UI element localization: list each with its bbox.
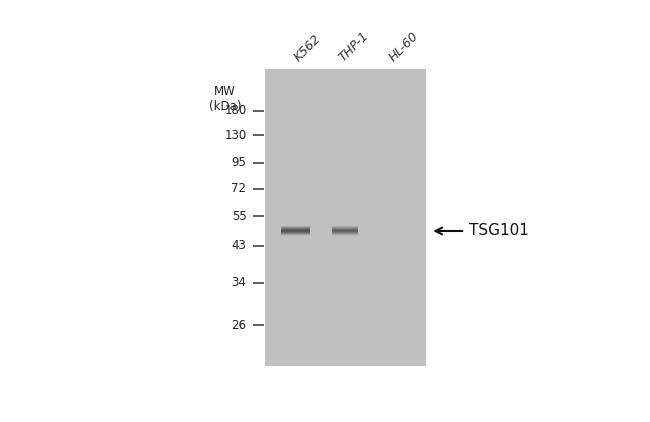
Text: K562: K562 (291, 32, 323, 64)
Bar (332, 231, 358, 232)
Bar (281, 230, 311, 231)
Bar (281, 234, 311, 235)
Bar (332, 233, 358, 234)
Text: THP-1: THP-1 (337, 29, 371, 64)
Text: 34: 34 (231, 276, 246, 289)
Bar (332, 229, 358, 230)
Text: 180: 180 (224, 104, 246, 117)
Bar (332, 228, 358, 229)
Text: 72: 72 (231, 182, 246, 195)
Bar (332, 226, 358, 227)
Bar (281, 230, 311, 231)
Text: 26: 26 (231, 319, 246, 332)
Bar (332, 234, 358, 235)
Bar (332, 234, 358, 235)
Text: 55: 55 (232, 210, 246, 223)
Text: HL-60: HL-60 (387, 29, 421, 64)
Bar (281, 229, 311, 230)
Bar (332, 232, 358, 233)
Bar (332, 227, 358, 228)
Bar (281, 229, 311, 230)
Bar (281, 234, 311, 235)
Bar (281, 226, 311, 227)
Bar (281, 233, 311, 234)
Bar (281, 231, 311, 232)
Text: 130: 130 (224, 129, 246, 142)
Bar (332, 232, 358, 233)
Bar (332, 229, 358, 230)
Bar (332, 231, 358, 232)
Bar (281, 233, 311, 234)
Bar (281, 228, 311, 229)
Bar (332, 233, 358, 234)
Bar (281, 232, 311, 233)
Bar (332, 227, 358, 228)
Bar (332, 226, 358, 227)
Bar (332, 230, 358, 231)
Bar (281, 226, 311, 227)
Bar (265, 68, 426, 366)
Bar (281, 232, 311, 233)
Text: TSG101: TSG101 (469, 224, 529, 238)
Bar (281, 231, 311, 232)
Bar (281, 227, 311, 228)
Text: 43: 43 (231, 239, 246, 252)
Text: 95: 95 (231, 156, 246, 169)
Text: MW
(kDa): MW (kDa) (209, 85, 241, 113)
Bar (332, 230, 358, 231)
Bar (281, 228, 311, 229)
Bar (281, 227, 311, 228)
Bar (332, 228, 358, 229)
